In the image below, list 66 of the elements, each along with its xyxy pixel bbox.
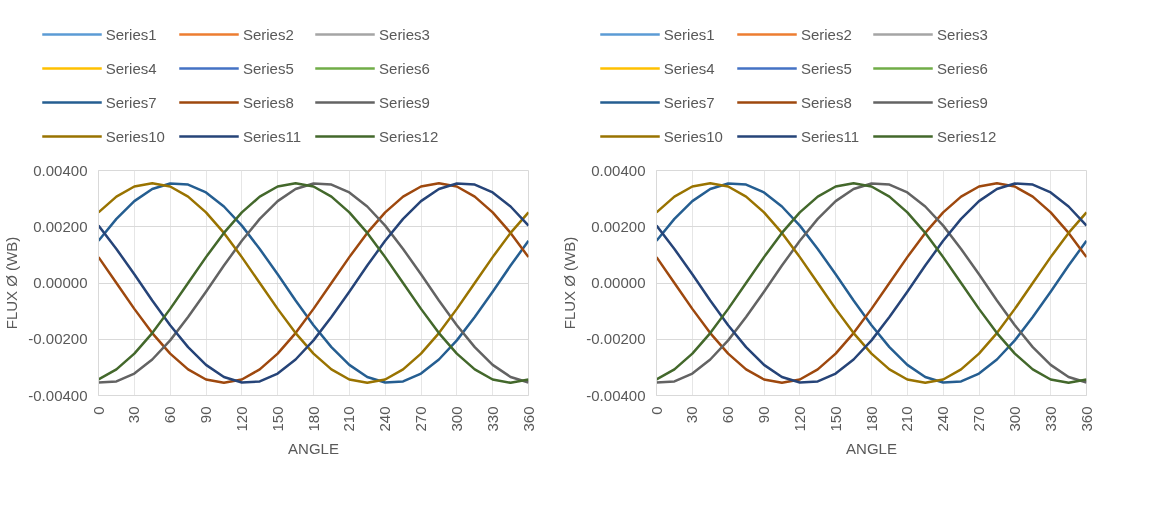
y-tick-label: 0.00400 <box>591 161 646 179</box>
legend-label: Series3 <box>379 25 430 43</box>
x-tick-label: 60 <box>161 406 179 424</box>
legend-label: Series4 <box>663 59 715 77</box>
legend-label: Series8 <box>242 93 294 111</box>
legend-label: Series9 <box>379 93 430 111</box>
x-tick-label: 270 <box>412 406 429 432</box>
legend-label: Series10 <box>663 127 723 145</box>
y-tick-label: 0.00200 <box>591 217 646 235</box>
x-tick-label: 180 <box>862 406 880 432</box>
legend-label: Series8 <box>800 93 852 111</box>
legend-label: Series1 <box>105 25 157 43</box>
x-tick-label: 300 <box>447 406 465 432</box>
legend-label: Series4 <box>105 59 157 77</box>
x-tick-label: 330 <box>483 406 501 432</box>
x-tick-label: 240 <box>934 406 952 432</box>
y-tick-label: 0.00400 <box>33 161 88 179</box>
x-tick-label: 30 <box>683 406 701 424</box>
legend-label: Series7 <box>105 93 157 111</box>
x-tick-label: 150 <box>826 406 844 432</box>
line-series <box>98 182 529 384</box>
legend-label: Series10 <box>105 127 165 145</box>
legend-label: Series1 <box>663 25 715 43</box>
x-tick-label: 300 <box>1005 406 1023 432</box>
legend-label: Series9 <box>937 93 988 111</box>
x-tick-label: 0 <box>647 406 665 415</box>
x-tick-label: 330 <box>1041 406 1059 432</box>
legend-label: Series11 <box>242 127 302 145</box>
y-tick-label: -0.00400 <box>28 386 88 404</box>
x-tick-label: 120 <box>232 406 250 432</box>
x-tick-label: 210 <box>898 406 916 432</box>
legend-label: Series5 <box>800 59 852 77</box>
x-tick-label: 240 <box>376 406 394 432</box>
legend-label: Series2 <box>800 25 852 43</box>
legend-label: Series6 <box>379 59 430 77</box>
legend-label: Series5 <box>242 59 294 77</box>
y-tick-label: 0.00000 <box>33 274 88 291</box>
x-tick-label: 90 <box>755 406 772 424</box>
y-tick-label: -0.00200 <box>586 330 646 348</box>
y-tick-label: -0.00200 <box>28 330 88 348</box>
x-tick-label: 210 <box>340 406 358 432</box>
legend-label: Series7 <box>663 93 715 111</box>
y-tick-label: -0.00400 <box>586 386 646 404</box>
y-tick-label: 0.00200 <box>33 217 88 235</box>
legend-label: Series2 <box>242 25 294 43</box>
legend-label: Series11 <box>800 127 860 145</box>
legend-label: Series12 <box>937 127 997 145</box>
x-tick-label: 0 <box>89 406 107 415</box>
x-tick-label: 90 <box>197 406 214 424</box>
x-tick-label: 180 <box>304 406 322 432</box>
x-tick-label: 360 <box>519 406 537 432</box>
x-tick-label: 60 <box>719 406 737 424</box>
y-axis-title: FLUX Ø (WB) <box>561 236 579 330</box>
line-series <box>656 182 1087 384</box>
x-tick-label: 120 <box>790 406 808 432</box>
x-axis-title: ANGLE <box>288 439 339 457</box>
x-axis-title: ANGLE <box>846 439 897 457</box>
x-tick-label: 30 <box>125 406 143 424</box>
x-tick-label: 150 <box>268 406 286 432</box>
legend-label: Series12 <box>379 127 439 145</box>
y-tick-label: 0.00000 <box>591 274 646 291</box>
legend-label: Series3 <box>937 25 988 43</box>
x-tick-label: 270 <box>970 406 987 432</box>
y-axis-title: FLUX Ø (WB) <box>3 236 21 330</box>
legend-label: Series6 <box>937 59 988 77</box>
x-tick-label: 360 <box>1077 406 1095 432</box>
